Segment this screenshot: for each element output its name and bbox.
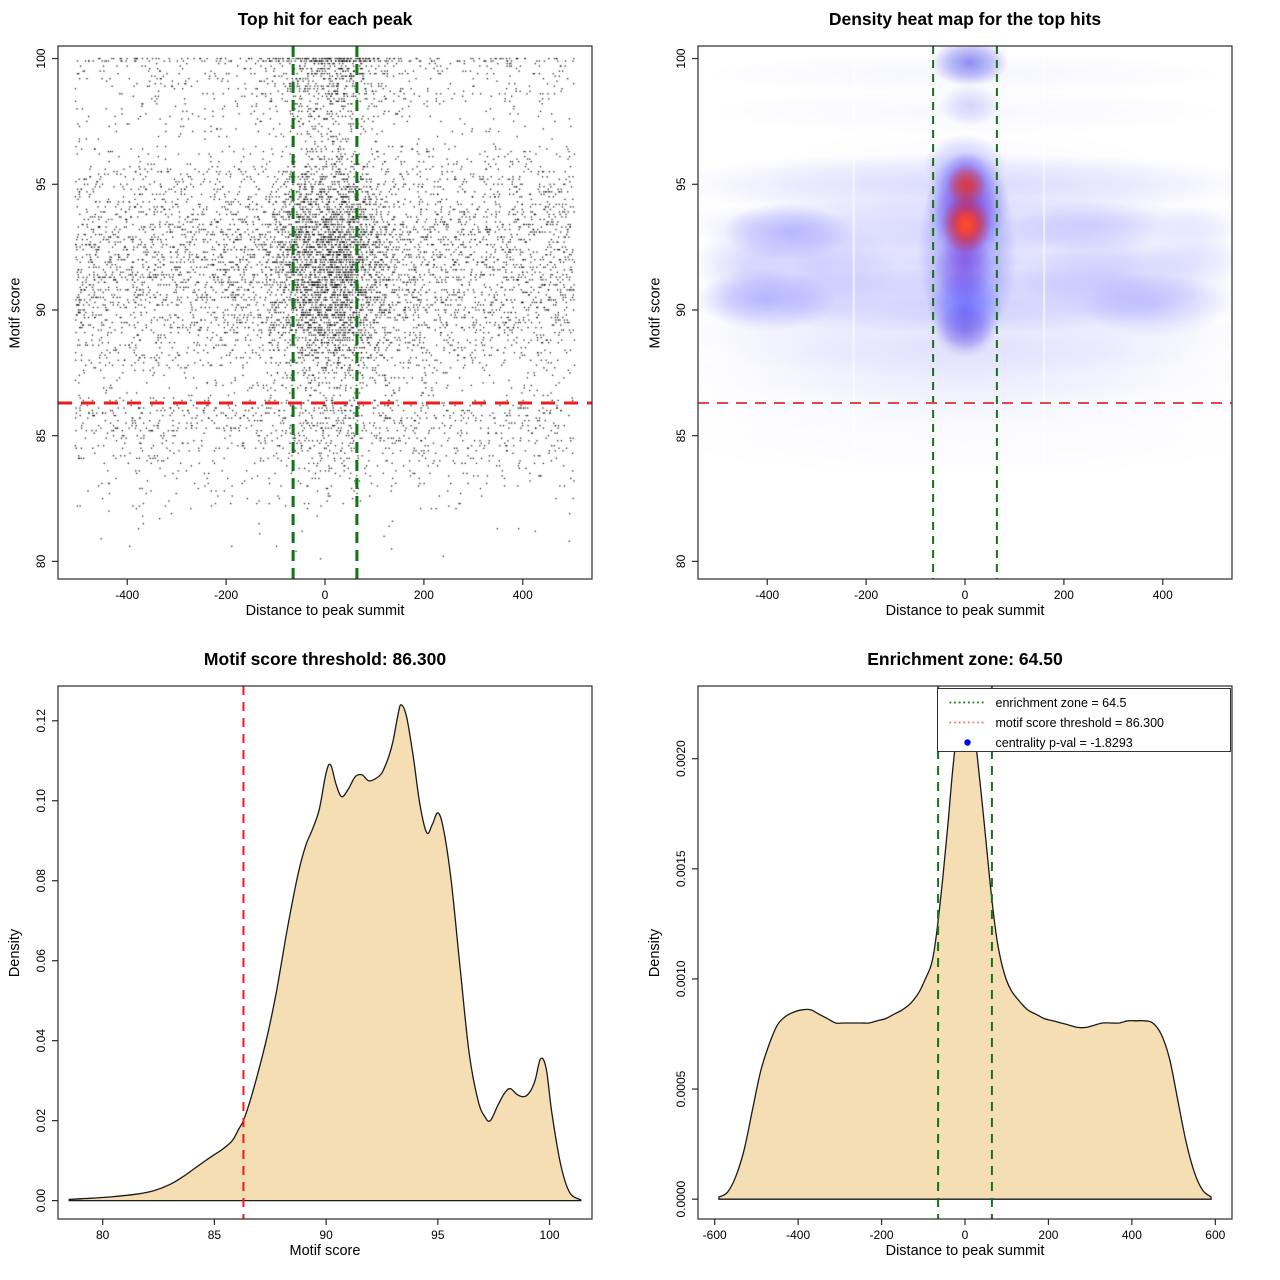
x-tick-label: 600: [1205, 1228, 1225, 1242]
legend-label: centrality p-val = -1.8293: [996, 736, 1133, 750]
y-tick-label: 0.04: [34, 1029, 48, 1053]
plot-border: [57, 685, 593, 1220]
scatter-points-canvas: [58, 46, 592, 579]
x-axis: -600 -400 -200 0 200 400 600: [703, 1219, 1226, 1242]
heatmap-canvas: [698, 46, 1232, 579]
panel-enrichment-zone-density: -600 -400 -200 0 200 400 600 0.0000 0.0005 0.0010…: [640, 640, 1280, 1280]
y-tick-label: 0.0010: [674, 960, 688, 997]
x-tick-label: -400: [115, 588, 139, 602]
y-tick-label: 0.0020: [674, 740, 688, 777]
scatter-axes-svg: -400 -200 0 200 400 80 85 90 95 100: [34, 45, 593, 602]
y-axis: 80 85 90 95 100: [674, 48, 698, 568]
legend-label: enrichment zone = 64.5: [996, 696, 1127, 710]
score-density-yaxis-label-wrap: Density: [0, 640, 30, 1265]
y-tick-label: 95: [34, 177, 48, 191]
y-tick-label: 0.10: [34, 789, 48, 813]
panel-density-heatmap: -400 -200 0 200 400 80 85 90 95 100 Density heat …: [640, 0, 1280, 640]
x-tick-label: 400: [1122, 1228, 1142, 1242]
score-density-title: Motif score threshold: 86.300: [203, 649, 447, 669]
legend-box: [937, 688, 1231, 752]
heatmap-title: Density heat map for the top hits: [828, 9, 1102, 29]
x-tick-label: -400: [786, 1228, 810, 1242]
y-tick-label: 0.0000: [674, 1181, 688, 1218]
y-tick-label: 0.12: [34, 709, 48, 733]
y-axis: 0.00 0.02 0.04 0.06 0.08 0.10 0.12: [34, 709, 58, 1213]
x-tick-label: -200: [854, 588, 878, 602]
x-tick-label: 0: [322, 588, 329, 602]
x-tick-label: 80: [96, 1228, 110, 1242]
x-tick-label: 400: [513, 588, 533, 602]
y-axis: 0.0000 0.0005 0.0010 0.0015 0.0020: [674, 740, 698, 1218]
legend-label: motif score threshold = 86.300: [996, 716, 1165, 730]
x-tick-label: -200: [870, 1228, 894, 1242]
legend-dot-swatch: [964, 739, 971, 746]
x-tick-label: -200: [214, 588, 238, 602]
enrichment-yaxis-label: Density: [647, 928, 664, 977]
score-density-xaxis-label: Motif score: [289, 1243, 361, 1259]
panel-scatter-top-hits: -400 -200 0 200 400 80 85 90 95 100 Top hit for e…: [0, 0, 640, 640]
x-tick-label: 85: [208, 1228, 222, 1242]
heatmap-axes-svg: -400 -200 0 200 400 80 85 90 95 100: [674, 45, 1233, 602]
x-tick-label: -400: [755, 588, 779, 602]
y-tick-label: 80: [34, 554, 48, 568]
density-area: [68, 704, 582, 1202]
x-tick-label: 200: [414, 588, 434, 602]
density-area: [718, 700, 1212, 1200]
y-tick-label: 0.0015: [674, 850, 688, 887]
x-tick-label: 0: [962, 1228, 969, 1242]
scatter-xaxis-label: Distance to peak summit: [245, 603, 405, 619]
y-tick-label: 85: [674, 429, 688, 443]
x-tick-label: -600: [703, 1228, 727, 1242]
y-tick-label: 85: [34, 429, 48, 443]
x-tick-label: 200: [1038, 1228, 1058, 1242]
x-tick-label: 200: [1054, 588, 1074, 602]
plot-border: [697, 45, 1233, 580]
y-tick-label: 0.08: [34, 869, 48, 893]
y-tick-label: 0.0005: [674, 1070, 688, 1107]
y-tick-label: 100: [674, 48, 688, 68]
x-axis: -400 -200 0 200 400: [115, 579, 533, 602]
scatter-yaxis-label: Motif score: [7, 277, 24, 348]
x-tick-label: 0: [962, 588, 969, 602]
y-tick-label: 80: [674, 554, 688, 568]
x-tick-label: 95: [431, 1228, 445, 1242]
legend: enrichment zone = 64.5 motif score thresh…: [937, 688, 1231, 752]
enrichment-title: Enrichment zone: 64.50: [867, 649, 1063, 669]
x-tick-label: 400: [1153, 588, 1173, 602]
y-tick-label: 95: [674, 177, 688, 191]
x-tick-label: 100: [540, 1228, 560, 1242]
heatmap-yaxis-label-wrap: Motif score: [640, 0, 670, 625]
score-density-yaxis-label: Density: [7, 928, 24, 977]
y-axis: 80 85 90 95 100: [34, 48, 58, 568]
y-tick-label: 90: [34, 303, 48, 317]
x-tick-label: 90: [319, 1228, 333, 1242]
panel-motif-score-density: 80 85 90 95 100 0.00 0.02 0.04 0.06 0.08 0.10 0.12 …: [0, 640, 640, 1280]
y-tick-label: 0.06: [34, 949, 48, 973]
plot-border: [57, 45, 593, 580]
y-tick-label: 100: [34, 48, 48, 68]
enrichment-xaxis-label: Distance to peak summit: [885, 1243, 1045, 1259]
scatter-title: Top hit for each peak: [237, 9, 413, 29]
scatter-yaxis-label-wrap: Motif score: [0, 0, 30, 625]
x-axis: -400 -200 0 200 400: [755, 579, 1173, 602]
heatmap-yaxis-label: Motif score: [647, 277, 664, 348]
score-density-svg: 80 85 90 95 100 0.00 0.02 0.04 0.06 0.08 0.10 0.12: [34, 685, 593, 1242]
distance-density-svg: -600 -400 -200 0 200 400 600 0.0000 0.0005 0.0010…: [674, 685, 1233, 1242]
y-tick-label: 0.02: [34, 1109, 48, 1133]
y-tick-label: 0.00: [34, 1189, 48, 1213]
y-tick-label: 90: [674, 303, 688, 317]
heatmap-xaxis-label: Distance to peak summit: [885, 603, 1045, 619]
x-axis: 80 85 90 95 100: [96, 1219, 560, 1242]
enrichment-yaxis-label-wrap: Density: [640, 640, 670, 1265]
